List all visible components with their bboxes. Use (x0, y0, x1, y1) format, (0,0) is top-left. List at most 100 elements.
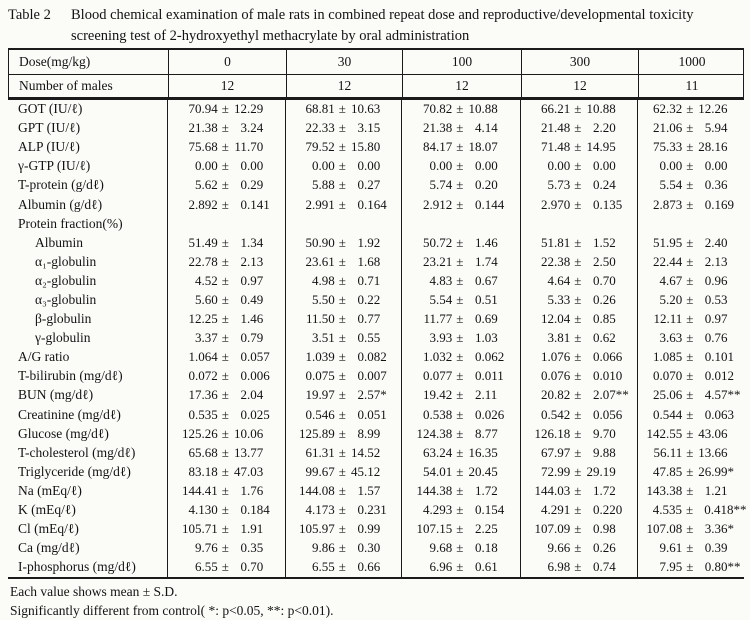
sd-int: 0 (233, 540, 247, 556)
sd-int: 0 (467, 540, 481, 556)
sd-int: 0 (467, 311, 481, 327)
value-cell: 0.075±0.007 (285, 367, 401, 386)
mean-value: 62.32 (638, 101, 682, 117)
plus-minus-sign: ± (339, 235, 346, 251)
mean-value: 9.66 (525, 540, 570, 556)
mean-value: 6.96 (407, 559, 452, 575)
sd-int: 9 (585, 445, 599, 461)
sd-frac: 30 (367, 540, 397, 556)
sd-int: 2 (350, 387, 364, 403)
sd-frac: 77 (367, 311, 397, 327)
mean-value: 107.15 (407, 521, 452, 537)
sd-frac: 066 (603, 349, 633, 365)
sd-int: 0 (350, 349, 364, 365)
mean-value: 0.538 (407, 407, 452, 423)
row-label: β-globulin (8, 310, 167, 329)
plus-minus-sign: ± (574, 139, 581, 155)
value-cell: 22.44±2.13 (637, 252, 744, 271)
mean-value: 4.291 (525, 502, 570, 518)
sd-int: 0 (233, 502, 247, 518)
sd-int: 0 (467, 158, 481, 174)
plus-minus-sign: ± (686, 387, 693, 403)
mean-value: 11.77 (407, 311, 452, 327)
row-label: T-protein (g/dℓ) (8, 176, 167, 195)
sd-int: 0 (350, 292, 364, 308)
value-cell: 11.50±0.77 (285, 310, 401, 329)
mean-value: 50.90 (290, 235, 335, 251)
value-cell: 0.546±0.051 (285, 405, 401, 424)
value-cell (167, 214, 285, 233)
sd-int: 1 (233, 483, 247, 499)
sd-int: 0 (233, 197, 247, 213)
value-cell: 22.33±3.15 (285, 119, 401, 138)
mean-value: 3.51 (290, 330, 335, 346)
value-cell: 3.93±1.03 (401, 329, 520, 348)
sd-int: 0 (233, 330, 247, 346)
sd-int: 2 (585, 254, 599, 270)
sd-int: 0 (467, 197, 481, 213)
plus-minus-sign: ± (339, 387, 346, 403)
sd-frac: 11 (485, 387, 515, 403)
value-cell: 66.21±10.88 (520, 100, 637, 119)
sd-int: 1 (467, 330, 481, 346)
plus-minus-sign: ± (339, 464, 346, 480)
sd-int: 0 (585, 559, 599, 575)
sd-frac: 231 (367, 502, 397, 518)
sd-int: 5 (697, 120, 711, 136)
plus-minus-sign: ± (456, 426, 463, 442)
value-cell: 12.04±0.85 (520, 310, 637, 329)
sd-int: 0 (585, 407, 599, 423)
sd-int: 1 (697, 483, 711, 499)
mean-value: 70.94 (173, 101, 218, 117)
value-cell: 7.95±0.80** (637, 558, 744, 577)
value-cell: 21.48±2.20 (520, 119, 637, 138)
plus-minus-sign: ± (339, 254, 346, 270)
mean-value: 83.18 (173, 464, 218, 480)
value-cell: 0.00±0.00 (285, 157, 401, 176)
mean-value: 0.546 (290, 407, 335, 423)
plus-minus-sign: ± (574, 197, 581, 213)
mean-value: 0.535 (173, 407, 218, 423)
plus-minus-sign: ± (222, 158, 229, 174)
mean-value: 143.38 (638, 483, 682, 499)
plus-minus-sign: ± (574, 368, 581, 384)
value-cell: 3.81±0.62 (520, 329, 637, 348)
row-label: Triglyceride (mg/dℓ) (8, 462, 167, 481)
value-cell: 83.18±47.03 (167, 462, 285, 481)
value-cell: 0.535±0.025 (167, 405, 285, 424)
row-label: Cl (mEq/ℓ) (8, 520, 167, 539)
row-label: Protein fraction(%) (8, 214, 167, 233)
sd-int: 1 (350, 235, 364, 251)
sd-int: 12 (697, 101, 711, 117)
sd-frac: 35 (485, 445, 515, 461)
sd-frac: 70 (603, 273, 633, 289)
sd-int: 0 (467, 177, 481, 193)
plus-minus-sign: ± (574, 464, 581, 480)
plus-minus-sign: ± (222, 235, 229, 251)
sd-int: 0 (697, 407, 711, 423)
sd-int: 0 (350, 311, 364, 327)
sd-frac: 184 (250, 502, 280, 518)
plus-minus-sign: ± (222, 559, 229, 575)
plus-minus-sign: ± (339, 426, 346, 442)
value-cell: 51.81±1.52 (520, 233, 637, 252)
sd-frac: 72 (485, 483, 515, 499)
plus-minus-sign: ± (686, 139, 693, 155)
sd-frac: 25 (485, 521, 515, 537)
row-label: A/G ratio (8, 348, 167, 367)
row-label: T-bilirubin (mg/dℓ) (8, 367, 167, 386)
plus-minus-sign: ± (686, 292, 693, 308)
plus-minus-sign: ± (339, 502, 346, 518)
mean-value: 2.873 (638, 197, 682, 213)
mean-value: 79.52 (290, 139, 335, 155)
footnote-line: Each value shows mean ± S.D. (10, 583, 334, 602)
mean-value: 126.18 (525, 426, 570, 442)
sd-frac: 39 (714, 540, 744, 556)
sd-frac: 96 (714, 273, 744, 289)
sd-frac: 24 (250, 120, 280, 136)
